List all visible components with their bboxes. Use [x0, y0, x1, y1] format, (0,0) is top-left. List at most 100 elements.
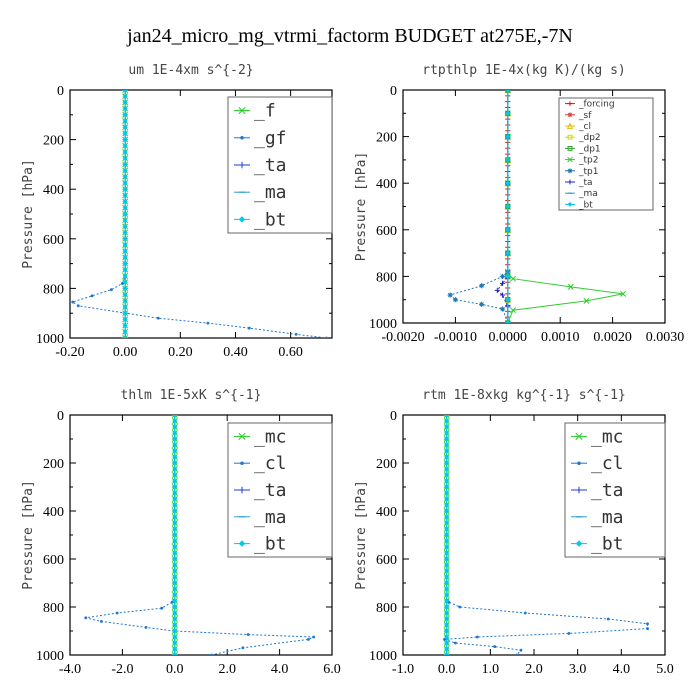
data-point: [71, 300, 75, 304]
x-tick-label: 2.0: [525, 662, 543, 677]
plot-area: [71, 90, 328, 338]
data-point: [444, 484, 450, 490]
legend-label: _f: [254, 101, 276, 122]
legend: _f _gf _ta _ma _bt: [227, 96, 333, 234]
data-point: [122, 192, 128, 198]
legend-label: _bt: [254, 534, 287, 555]
data-point: [172, 640, 178, 646]
y-axis-label: Pressure [hPa]: [21, 480, 36, 590]
data-point: [172, 634, 178, 640]
legend-marker: [567, 168, 573, 174]
y-tick-label: 200: [376, 131, 397, 146]
data-point: [122, 335, 129, 338]
data-point: [444, 448, 450, 454]
legend-marker: [575, 486, 583, 494]
legend-box: [558, 97, 654, 211]
data-point: [122, 329, 128, 335]
y-tick-label: 1000: [369, 317, 397, 332]
y-tick-label: 0: [390, 409, 397, 424]
legend-item: _bt: [234, 534, 287, 555]
legend-label: _sf: [578, 111, 592, 121]
data-point: [172, 520, 178, 526]
y-tick-label: 400: [376, 177, 397, 192]
plot-area: [447, 90, 627, 323]
data-point: [206, 321, 210, 325]
data-point: [172, 598, 178, 604]
y-tick-label: 1000: [369, 649, 397, 664]
data-point: [444, 442, 450, 448]
data-point: [246, 633, 250, 637]
legend-label: _forcing: [578, 100, 615, 110]
series-bt: [172, 415, 178, 655]
y-tick-label: 600: [376, 224, 397, 239]
data-point: [444, 430, 450, 436]
y-tick-label: 800: [43, 601, 64, 616]
data-point: [122, 130, 128, 136]
y-tick-label: 600: [43, 233, 64, 248]
data-point: [210, 653, 213, 655]
data-point: [172, 646, 178, 652]
data-point: [122, 137, 128, 143]
y-tick-label: 800: [376, 601, 397, 616]
x-tick-label: 0.0020: [593, 330, 632, 345]
data-point: [444, 556, 450, 562]
data-point: [443, 637, 446, 641]
data-point: [115, 611, 119, 615]
data-point: [444, 424, 450, 430]
x-tick-label: -4.0: [59, 662, 81, 677]
x-tick-label: 0.0000: [489, 330, 528, 345]
data-point: [172, 610, 178, 616]
data-point: [510, 275, 516, 282]
data-point: [447, 292, 453, 298]
data-point: [606, 617, 610, 621]
data-point: [444, 604, 450, 610]
data-point: [172, 628, 178, 634]
y-tick-label: 400: [376, 505, 397, 520]
data-point: [172, 430, 178, 436]
legend-item: _cl: [234, 453, 287, 474]
legend-item: _cl: [565, 122, 591, 132]
x-tick-label: 0.20: [168, 345, 193, 360]
data-point: [84, 616, 88, 620]
data-point: [122, 143, 128, 149]
data-point: [479, 301, 485, 307]
data-point: [444, 454, 450, 460]
legend-label: _dp1: [578, 144, 601, 154]
data-point: [172, 514, 178, 520]
legend-label: _ta: [254, 155, 287, 176]
plot-area: [84, 415, 316, 655]
data-point: [172, 586, 178, 592]
legend-marker: [238, 486, 246, 494]
data-point: [583, 297, 590, 304]
data-point: [444, 460, 450, 466]
legend-label: _tp2: [578, 156, 598, 166]
data-point: [172, 544, 178, 550]
data-point: [444, 544, 450, 550]
legend-item: _mc: [234, 426, 287, 447]
data-point: [247, 326, 251, 330]
data-point: [172, 472, 178, 478]
legend-marker: [240, 461, 244, 465]
legend-label: _ma: [254, 182, 287, 203]
data-point: [122, 298, 128, 304]
data-point: [505, 134, 511, 140]
y-tick-label: 600: [376, 553, 397, 568]
legend-item: _bt: [565, 200, 593, 210]
data-point: [505, 297, 511, 303]
legend-marker: [567, 179, 573, 185]
data-point: [444, 415, 450, 418]
data-point: [444, 586, 450, 592]
data-point: [444, 550, 450, 556]
data-point: [172, 580, 178, 586]
data-point: [444, 634, 450, 640]
data-point: [620, 290, 627, 297]
data-point: [493, 645, 497, 649]
data-point: [172, 556, 178, 562]
data-point: [122, 335, 128, 338]
x-tick-label: 0.0030: [646, 330, 685, 345]
data-point: [122, 217, 128, 223]
legend-marker: [577, 461, 581, 465]
x-tick-label: 1.0: [482, 662, 500, 677]
data-point: [172, 478, 178, 484]
data-point: [172, 592, 178, 598]
